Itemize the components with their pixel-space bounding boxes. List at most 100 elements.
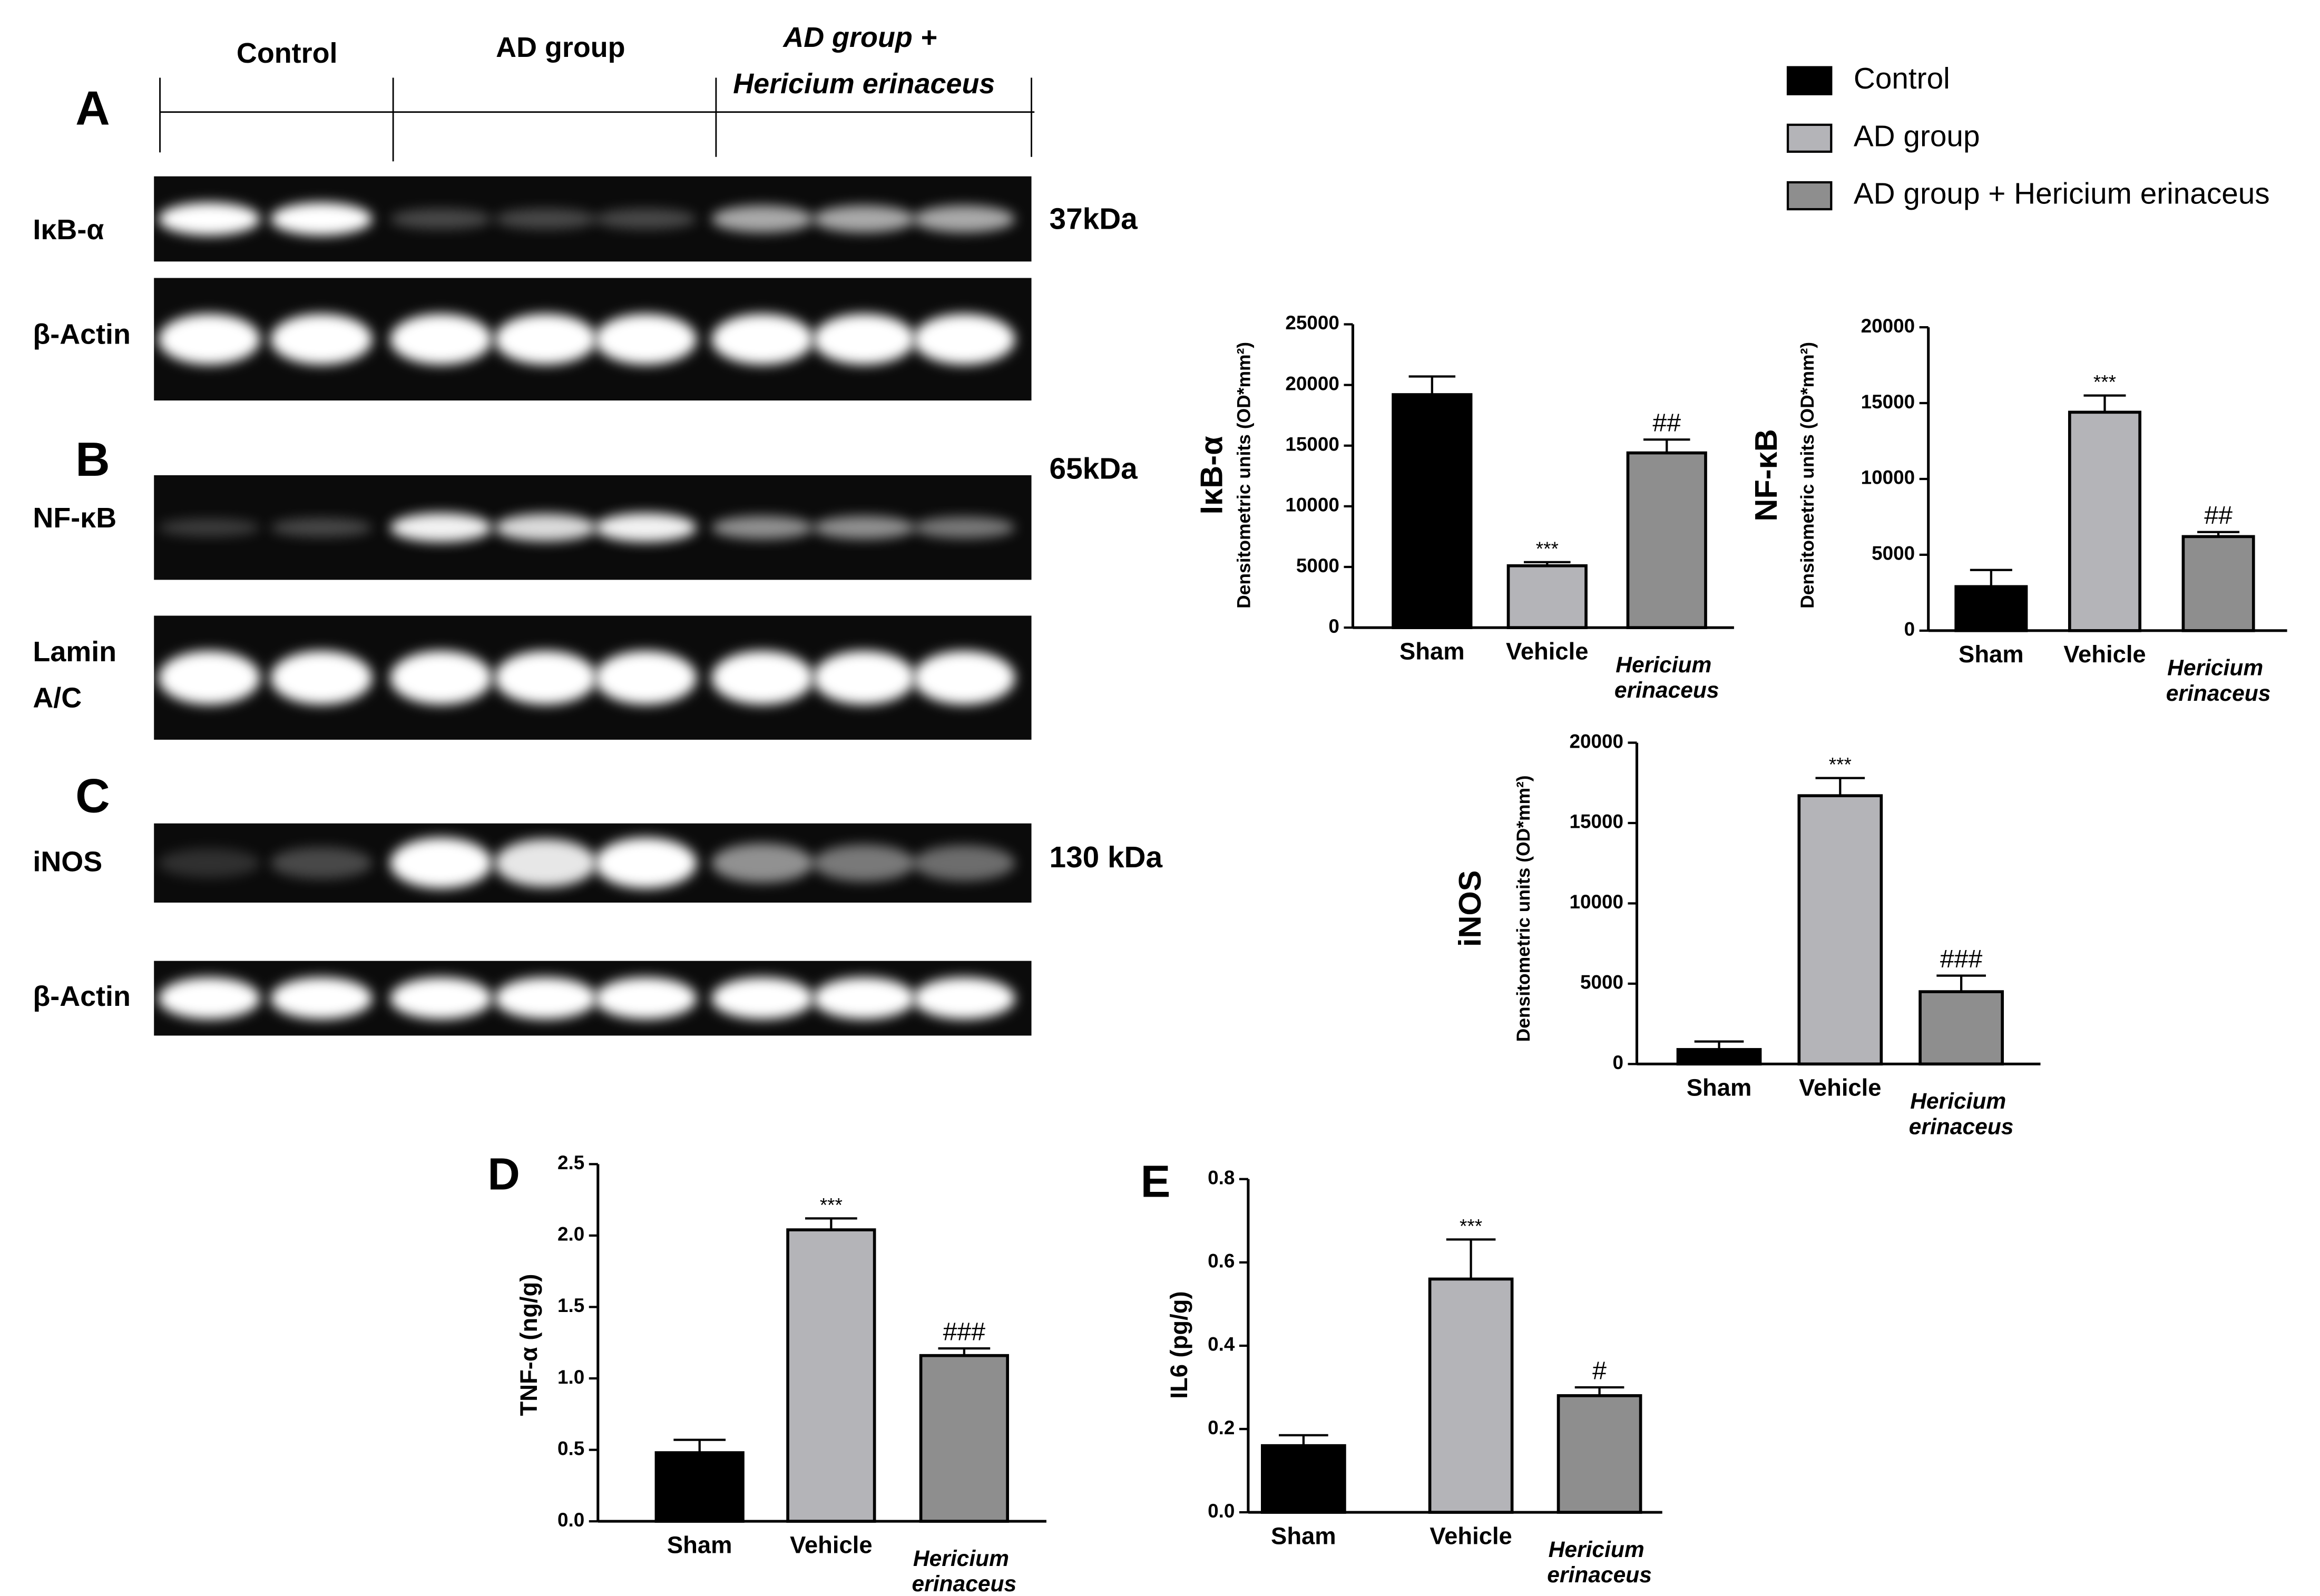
bar (1506, 564, 1588, 630)
band (270, 651, 373, 705)
y-tick-label: 20000 (1861, 315, 1915, 337)
bar-chart: 0.0 0.2 0.4 0.6 0.8 Sham *** Vehicle # Hericium e… (1141, 1157, 1662, 1588)
bar (1392, 393, 1473, 630)
x-tick-label: Sham (1271, 1522, 1336, 1549)
bar-chart: 0 5000 10000 15000 20000 Sham *** Vehicle ## Heri… (1748, 315, 2287, 706)
band (270, 518, 373, 537)
x-tick-label: Vehicle (1430, 1522, 1512, 1549)
bar (2068, 410, 2141, 632)
y-tick-label: 0.4 (1208, 1334, 1235, 1355)
y-tick-label: 0.6 (1208, 1250, 1235, 1272)
band (913, 205, 1015, 233)
band (495, 513, 596, 542)
band (158, 651, 260, 705)
y-tick-label: 0.0 (1208, 1500, 1235, 1522)
y-tick-label: 5000 (1872, 543, 1915, 564)
y-tick-label: 0 (1904, 619, 1915, 640)
molecular-weight: 65kDa (1050, 452, 1138, 485)
bar (1260, 1444, 1346, 1514)
legend-swatch (1786, 123, 1833, 153)
band (813, 651, 915, 705)
band (913, 314, 1015, 365)
y-tick-label: 0 (1612, 1052, 1623, 1073)
chart-label: iNOS (1452, 870, 1487, 947)
y-tick-label: 0.2 (1208, 1417, 1235, 1438)
x-tick-label: Vehicle (1799, 1074, 1881, 1101)
molecular-weight: 130 kDa (1050, 841, 1163, 874)
x-tick-label: Sham (1959, 641, 2024, 668)
bar (786, 1228, 876, 1523)
significance-label: ## (2204, 501, 2233, 530)
band (270, 202, 373, 236)
significance-label: ### (943, 1317, 986, 1346)
significance-label: # (1592, 1356, 1607, 1385)
row-label: β-Actin (33, 318, 131, 350)
band (158, 314, 260, 365)
y-axis-title: TNF-α (ng/g) (515, 1274, 542, 1416)
panel-letter: B (75, 433, 110, 486)
y-tick-label: 25000 (1285, 312, 1339, 334)
legend-swatch (1786, 66, 1833, 95)
legend-label: Control (1854, 62, 1950, 95)
y-tick-label: 0.8 (1208, 1167, 1235, 1188)
significance-label: *** (1829, 754, 1852, 776)
band (711, 314, 814, 365)
band (813, 516, 915, 540)
blot (154, 176, 1032, 262)
significance-label: ### (1940, 945, 1983, 973)
band (595, 977, 697, 1020)
band (495, 314, 596, 365)
significance-label: *** (1536, 538, 1559, 560)
band (390, 977, 492, 1020)
band (158, 518, 260, 537)
band (813, 844, 915, 882)
band (913, 977, 1015, 1020)
band (711, 843, 814, 883)
y-tick-label: 1.0 (557, 1366, 584, 1388)
significance-label: *** (2093, 371, 2116, 393)
bar (1557, 1394, 1642, 1514)
x-tick-label: Hericium erinaceus (1909, 1089, 2014, 1139)
group-label: AD group + Hericium erinaceus (733, 22, 995, 100)
band (495, 977, 596, 1020)
blot-header-lines (159, 77, 1035, 162)
y-tick-label: 1.5 (557, 1295, 584, 1316)
y-tick-label: 20000 (1569, 730, 1623, 752)
band (595, 513, 697, 542)
chart-label: IκB-α (1193, 436, 1229, 514)
blot (154, 961, 1032, 1036)
significance-label: ## (1652, 409, 1681, 437)
blot (154, 615, 1032, 740)
row-label: β-Actin (33, 981, 131, 1012)
band (711, 651, 814, 705)
bar (654, 1451, 745, 1523)
legend-swatch (1786, 181, 1833, 211)
y-tick-label: 5000 (1580, 972, 1623, 993)
bar-chart: 0 5000 10000 15000 20000 Sham *** Vehicle ### Her… (1452, 730, 2041, 1140)
y-tick-label: 0.5 (557, 1437, 584, 1459)
significance-label: *** (820, 1194, 843, 1216)
y-tick-label: 10000 (1569, 891, 1623, 913)
chart-label: NF-κB (1748, 429, 1784, 521)
y-tick-label: 10000 (1861, 467, 1915, 488)
band (813, 314, 915, 365)
legend-label: AD group (1854, 120, 1980, 153)
band (913, 651, 1015, 705)
y-axis-title: Densitometric units (OD*mm²) (1513, 775, 1534, 1042)
bar (1676, 1048, 1762, 1066)
band (158, 977, 260, 1020)
band (595, 314, 697, 365)
row-label: NF-κB (33, 502, 116, 534)
band (711, 205, 814, 233)
molecular-weight: 37kDa (1050, 203, 1138, 236)
y-tick-label: 15000 (1569, 811, 1623, 833)
x-tick-label: Sham (667, 1531, 732, 1558)
band (270, 847, 373, 879)
band (595, 837, 697, 889)
band (158, 848, 260, 878)
band (595, 208, 697, 229)
group-label: AD group (496, 32, 625, 63)
bar (1626, 451, 1707, 630)
band (813, 977, 915, 1020)
